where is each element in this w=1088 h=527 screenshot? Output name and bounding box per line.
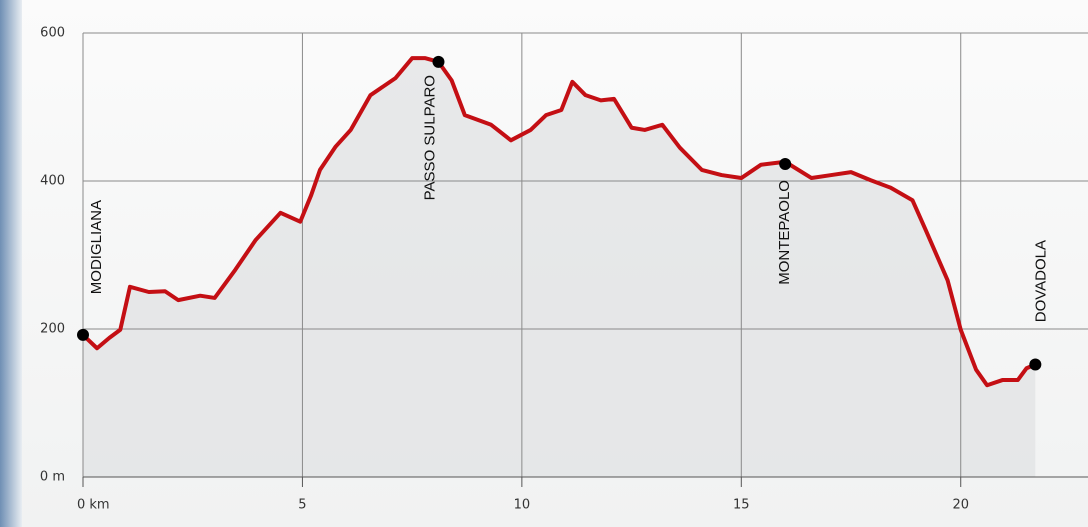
point-marker <box>432 55 445 68</box>
point-marker <box>1029 358 1042 371</box>
x-tick-label: 20 <box>952 498 969 513</box>
x-tick-label: 0 km <box>77 498 110 513</box>
edge-photo <box>0 0 22 527</box>
point-label: DOVADOLA <box>1032 240 1049 322</box>
point-label: PASSO SULPARO <box>421 75 438 200</box>
x-tick-label: 10 <box>514 498 531 513</box>
x-tick-label: 15 <box>733 498 750 513</box>
area-fill <box>83 58 1036 477</box>
point-label: MODIGLIANA <box>88 200 105 294</box>
point-marker <box>77 328 89 341</box>
y-tick-label: 200 <box>40 322 65 337</box>
y-tick-label: 0 m <box>40 470 65 485</box>
y-tick-label: 600 <box>40 26 65 41</box>
profile-line <box>81 56 1037 388</box>
point-marker <box>779 157 792 170</box>
y-tick-label: 400 <box>40 174 65 189</box>
point-label: MONTEPAOLO <box>776 180 793 285</box>
x-tick-label: 5 <box>298 498 306 513</box>
